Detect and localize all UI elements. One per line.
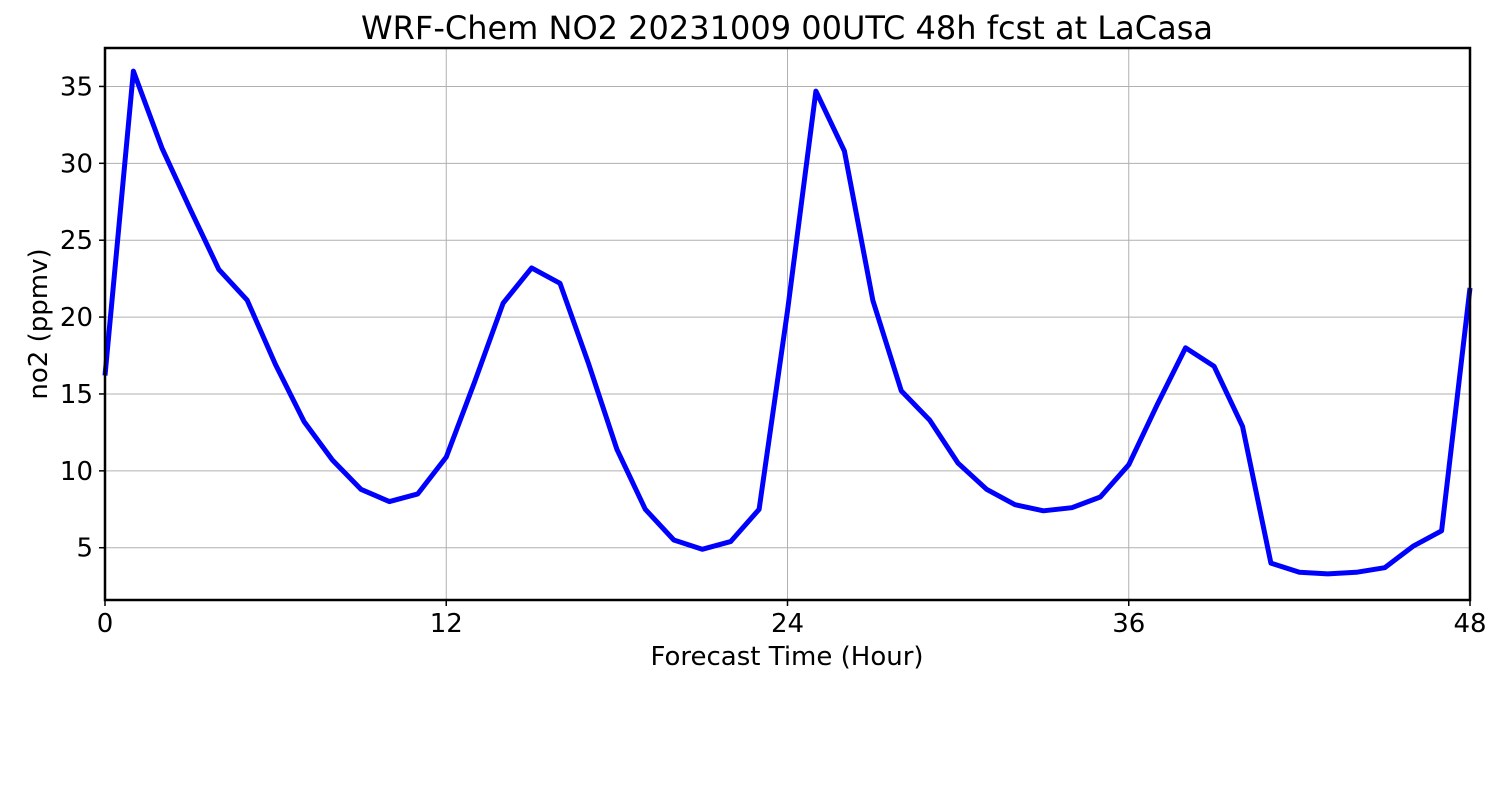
x-tick-label: 12 xyxy=(430,609,463,639)
x-tick-label: 24 xyxy=(771,609,804,639)
y-tick-label: 30 xyxy=(60,149,93,179)
x-axis: 0 12 24 36 48 xyxy=(97,600,1487,639)
y-tick-label: 10 xyxy=(60,457,93,487)
x-tick-label: 36 xyxy=(1112,609,1145,639)
series-group xyxy=(102,68,1473,577)
y-tick-label: 25 xyxy=(60,226,93,256)
y-axis: 5 10 15 20 25 30 35 xyxy=(60,72,105,564)
y-tick-label: 15 xyxy=(60,380,93,410)
chart-title: WRF-Chem NO2 20231009 00UTC 48h fcst at … xyxy=(361,9,1213,47)
y-tick-label: 5 xyxy=(76,534,93,564)
x-tick-label: 0 xyxy=(97,609,114,639)
no2-series-line xyxy=(102,68,1473,577)
x-tick-label: 48 xyxy=(1453,609,1486,639)
y-tick-label: 20 xyxy=(60,303,93,333)
y-tick-label: 35 xyxy=(60,72,93,102)
y-axis-label: no2 (ppmv) xyxy=(24,248,54,399)
x-axis-label: Forecast Time (Hour) xyxy=(650,642,923,672)
